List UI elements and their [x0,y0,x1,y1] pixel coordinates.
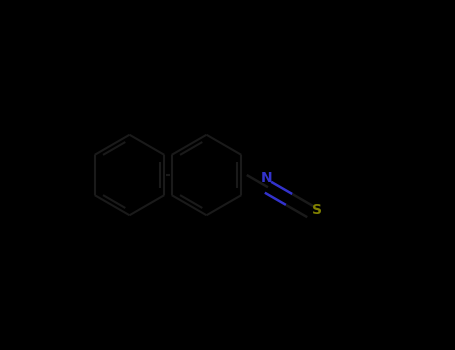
Text: N: N [260,172,272,186]
Text: S: S [312,203,322,217]
